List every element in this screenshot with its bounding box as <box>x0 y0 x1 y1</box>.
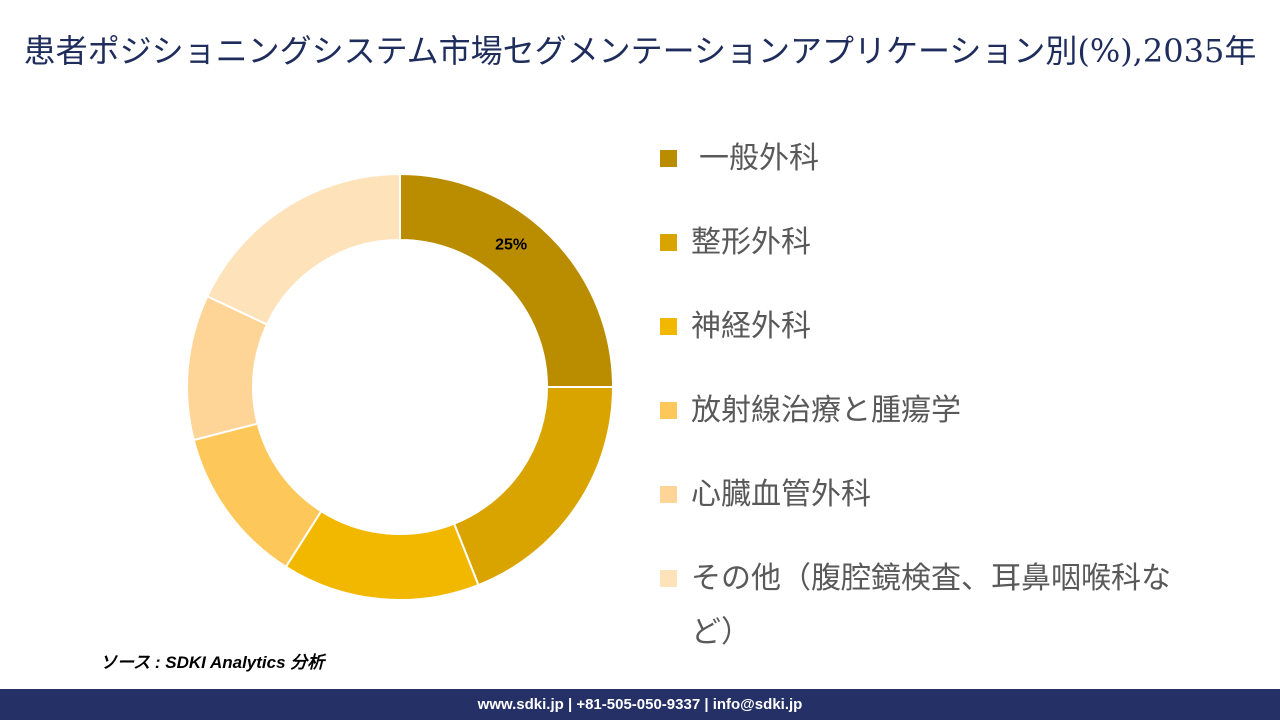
legend-swatch <box>660 570 677 587</box>
legend-item: 整形外科 <box>660 216 1180 300</box>
legend: 一般外科整形外科神経外科放射線治療と腫瘍学 心臓血管外科その他（腹腔鏡検査、耳鼻咽… <box>660 132 1180 650</box>
source-note: ソース : SDKI Analytics 分析 <box>100 653 325 672</box>
donut-slice <box>399 172 615 388</box>
footer-contact: www.sdki.jp | +81-505-050-9337 | info@sd… <box>0 689 1280 720</box>
legend-item: 一般外科 <box>660 132 1180 216</box>
legend-swatch <box>660 402 677 419</box>
legend-label: その他（腹腔鏡検査、耳鼻咽喉科など） <box>691 561 1171 650</box>
legend-item: 神経外科 <box>660 300 1180 384</box>
legend-label: 放射線治療と腫瘍学 <box>691 393 961 428</box>
donut-slice <box>452 386 615 587</box>
legend-item: 放射線治療と腫瘍学 <box>660 384 1180 468</box>
legend-item: その他（腹腔鏡検査、耳鼻咽喉科など） <box>660 552 1180 650</box>
legend-label: 一般外科 <box>699 141 819 176</box>
legend-swatch <box>660 150 677 167</box>
data-label: 25% <box>495 237 527 254</box>
legend-label: 心臓血管外科 <box>691 477 871 512</box>
legend-item: 心臓血管外科 <box>660 468 1180 552</box>
legend-swatch <box>660 486 677 503</box>
donut-slice <box>205 172 401 326</box>
legend-label: 神経外科 <box>691 309 811 344</box>
donut-slice <box>284 509 480 601</box>
legend-swatch <box>660 318 677 335</box>
legend-label: 整形外科 <box>691 225 811 260</box>
chart-title: 患者ポジショニングシステム市場セグメンテーションアプリケーション別(%),203… <box>23 32 1257 70</box>
legend-swatch <box>660 234 677 251</box>
